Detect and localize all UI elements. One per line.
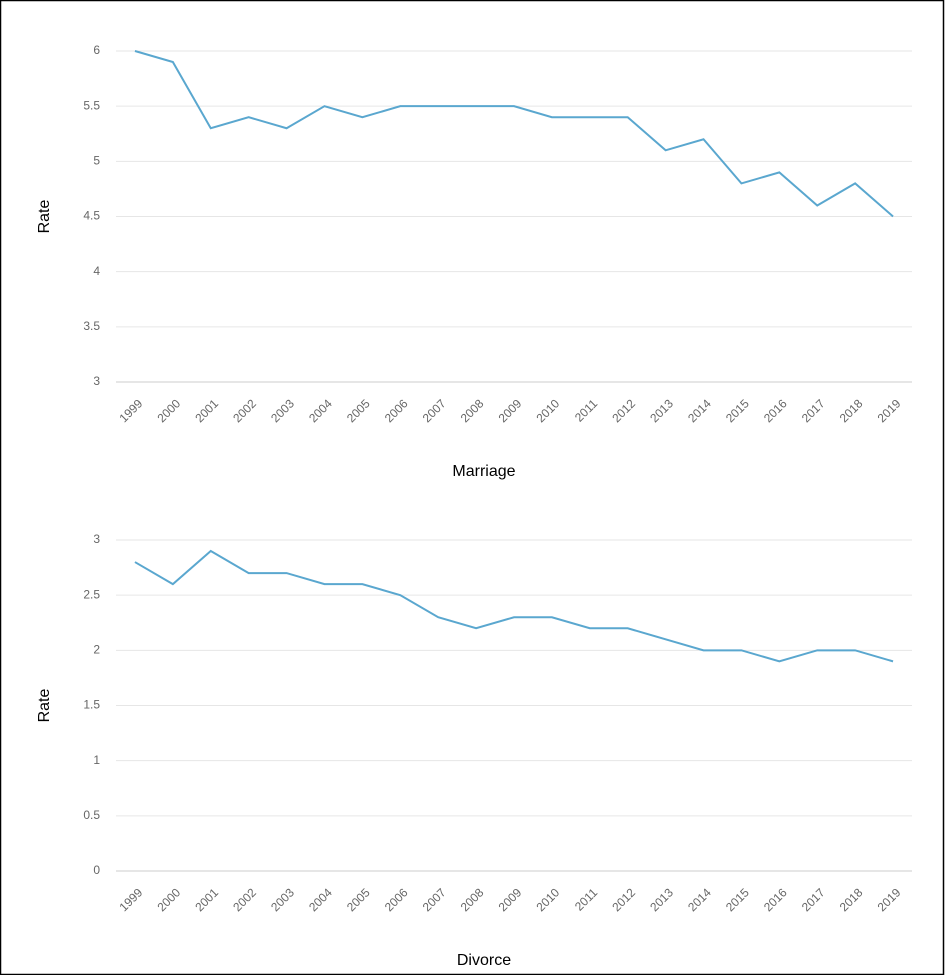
y-tick-label: 0.5 [83, 808, 100, 822]
y-axis-title: Rate [36, 200, 53, 234]
y-tick-label: 2 [93, 643, 100, 657]
line-series [134, 50, 894, 218]
y-axis-title: Rate [36, 689, 53, 723]
y-tick-label: 0 [93, 863, 100, 877]
y-tick-label: 3.5 [83, 319, 100, 333]
y-tick-label: 1.5 [83, 698, 100, 712]
x-axis-title: Divorce [457, 952, 511, 969]
y-tick-label: 5 [93, 154, 100, 168]
y-tick-label: 4 [93, 264, 100, 278]
x-axis-title: Marriage [452, 463, 515, 480]
y-tick-label: 3 [93, 374, 100, 388]
y-tick-label: 5.5 [83, 98, 100, 112]
y-tick-label: 6 [93, 43, 100, 57]
y-tick-label: 2.5 [83, 587, 100, 601]
y-tick-label: 3 [93, 532, 100, 546]
line-series [134, 549, 894, 663]
y-tick-label: 1 [93, 753, 100, 767]
y-tick-label: 4.5 [83, 209, 100, 223]
